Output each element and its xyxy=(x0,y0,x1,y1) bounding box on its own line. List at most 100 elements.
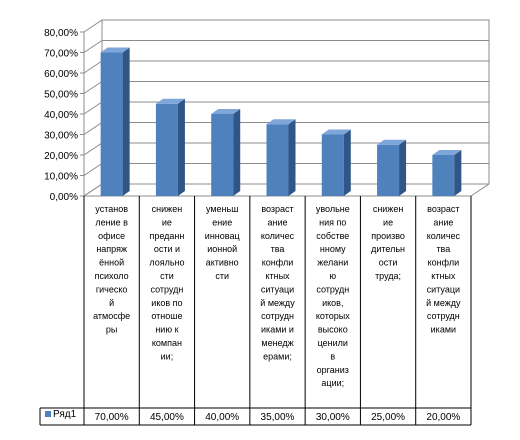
category-label-line: сотрудн xyxy=(427,311,460,321)
category-label-line: отноше xyxy=(151,311,182,321)
category-label-line: ение xyxy=(212,217,232,227)
category-label-line: ание xyxy=(433,217,453,227)
category-label-line: в xyxy=(330,351,335,361)
category-label-line: иков по xyxy=(151,298,182,308)
category-label-line: ния по xyxy=(319,217,346,227)
bar-side xyxy=(343,129,351,196)
category-label-line: желани xyxy=(317,258,348,268)
category-label-line: ерами; xyxy=(263,351,292,361)
bar xyxy=(155,98,185,196)
category-label: уменьш ение инновац ионной активно сти xyxy=(205,204,240,281)
category-label-line: иками xyxy=(431,325,456,335)
bar-side xyxy=(233,109,241,196)
category-label: снижен ие преданн ости и лояльно сти сотрудн ик… xyxy=(149,204,184,361)
category-label-line: инновац xyxy=(205,231,240,241)
category-label-line: ситуаци xyxy=(427,284,460,294)
category-label-line: менедж xyxy=(261,338,293,348)
category-label-line: дительн xyxy=(371,244,405,254)
category-label-line: возраст xyxy=(261,204,293,214)
bar-front xyxy=(211,114,234,196)
category-label-line: высоко xyxy=(318,325,348,335)
category-label-line: сотрудн xyxy=(261,311,294,321)
bar xyxy=(100,47,130,196)
y-tick-label: 10,00% xyxy=(44,172,78,183)
category-label: снижен ие произво дительн ости труда; xyxy=(371,204,405,281)
category-label-line: снижен xyxy=(373,204,404,214)
data-table-value: 70,00% xyxy=(95,412,129,423)
category-label-line: возраст xyxy=(427,204,459,214)
category-label-line: ание xyxy=(267,217,287,227)
category-label-line: ктных xyxy=(431,271,456,281)
bar xyxy=(377,139,407,196)
category-label-line: ие xyxy=(162,217,172,227)
gridline xyxy=(83,101,489,115)
bar-top xyxy=(432,150,462,155)
bar-top xyxy=(155,98,185,104)
category-label-line: сотрудн xyxy=(316,284,349,294)
y-tick-label: 70,00% xyxy=(44,49,78,60)
y-tick-label: 60,00% xyxy=(44,69,78,80)
category-label-line: офисе xyxy=(98,231,125,241)
category-label-line: конфли xyxy=(262,258,294,268)
category-label-line: ии; xyxy=(161,351,174,361)
data-table-value: 30,00% xyxy=(316,412,350,423)
category-label-line: увольне xyxy=(316,204,350,214)
category-label-line: ённой xyxy=(99,258,124,268)
bar-front xyxy=(377,144,400,196)
gridline xyxy=(83,19,489,33)
bar-side xyxy=(288,119,296,196)
category-label-line: ценили xyxy=(318,338,348,348)
category-label-line: ие xyxy=(383,217,393,227)
back-wall-outline xyxy=(83,19,490,197)
bar-side xyxy=(399,139,407,196)
category-label-line: активно xyxy=(206,258,239,268)
category-label-line: ление в xyxy=(95,217,128,227)
category-label-line: произво xyxy=(371,231,405,241)
y-tick-label: 20,00% xyxy=(44,151,78,162)
y-axis-tick-labels: 0,00% 10,00% 20,00% 30,00% 40,00% 50,00% 60,00… xyxy=(44,28,78,203)
data-table-value: 20,00% xyxy=(426,412,460,423)
gridline xyxy=(83,60,489,74)
bar-front xyxy=(321,134,344,196)
bar-top xyxy=(266,119,296,125)
bar xyxy=(321,129,351,196)
bars xyxy=(100,47,462,196)
category-label-line: нному xyxy=(320,244,346,254)
y-tick-label: 0,00% xyxy=(50,192,78,203)
category-label-line: иков, xyxy=(322,298,343,308)
gridline xyxy=(83,40,489,53)
y-tick-label: 50,00% xyxy=(44,90,78,101)
category-label-line: ситуаци xyxy=(261,284,294,294)
category-label-line: ации; xyxy=(321,378,344,388)
category-label-line: количес xyxy=(427,231,461,241)
category-label-line: ости xyxy=(379,258,398,268)
bar-side xyxy=(454,150,462,196)
category-label-line: тва xyxy=(436,244,450,254)
data-table-value: 25,00% xyxy=(371,412,405,423)
bar-front xyxy=(432,155,455,196)
category-label-line: конфли xyxy=(428,258,460,268)
y-tick-label: 40,00% xyxy=(44,110,78,121)
category-label-line: сотрудн xyxy=(150,284,183,294)
category-label-line: й между xyxy=(426,298,461,308)
data-table-value: 35,00% xyxy=(261,412,295,423)
category-label-line: сти xyxy=(215,271,229,281)
bar xyxy=(432,150,462,196)
bar-side xyxy=(122,47,130,196)
bar xyxy=(266,119,296,196)
category-label-line: й xyxy=(109,298,114,308)
legend-series-name: Ряд1 xyxy=(53,409,77,420)
bar-front xyxy=(100,52,123,196)
category-label: увольне ния по собстве нному желани ю сотрудн и… xyxy=(316,204,350,388)
category-label-line: количес xyxy=(261,231,295,241)
category-label-line: психоло xyxy=(95,271,129,281)
category-label-line: нию к xyxy=(155,325,178,335)
bar-top xyxy=(100,47,130,53)
category-label-line: ры xyxy=(106,325,117,335)
category-labels: установ ление в офисе напряж ённой психоло гич… xyxy=(93,204,461,388)
y-tick-label: 30,00% xyxy=(44,131,78,142)
data-table-value: 45,00% xyxy=(150,412,184,423)
category-label-line: ионной xyxy=(207,244,237,254)
bar-top xyxy=(377,139,407,145)
